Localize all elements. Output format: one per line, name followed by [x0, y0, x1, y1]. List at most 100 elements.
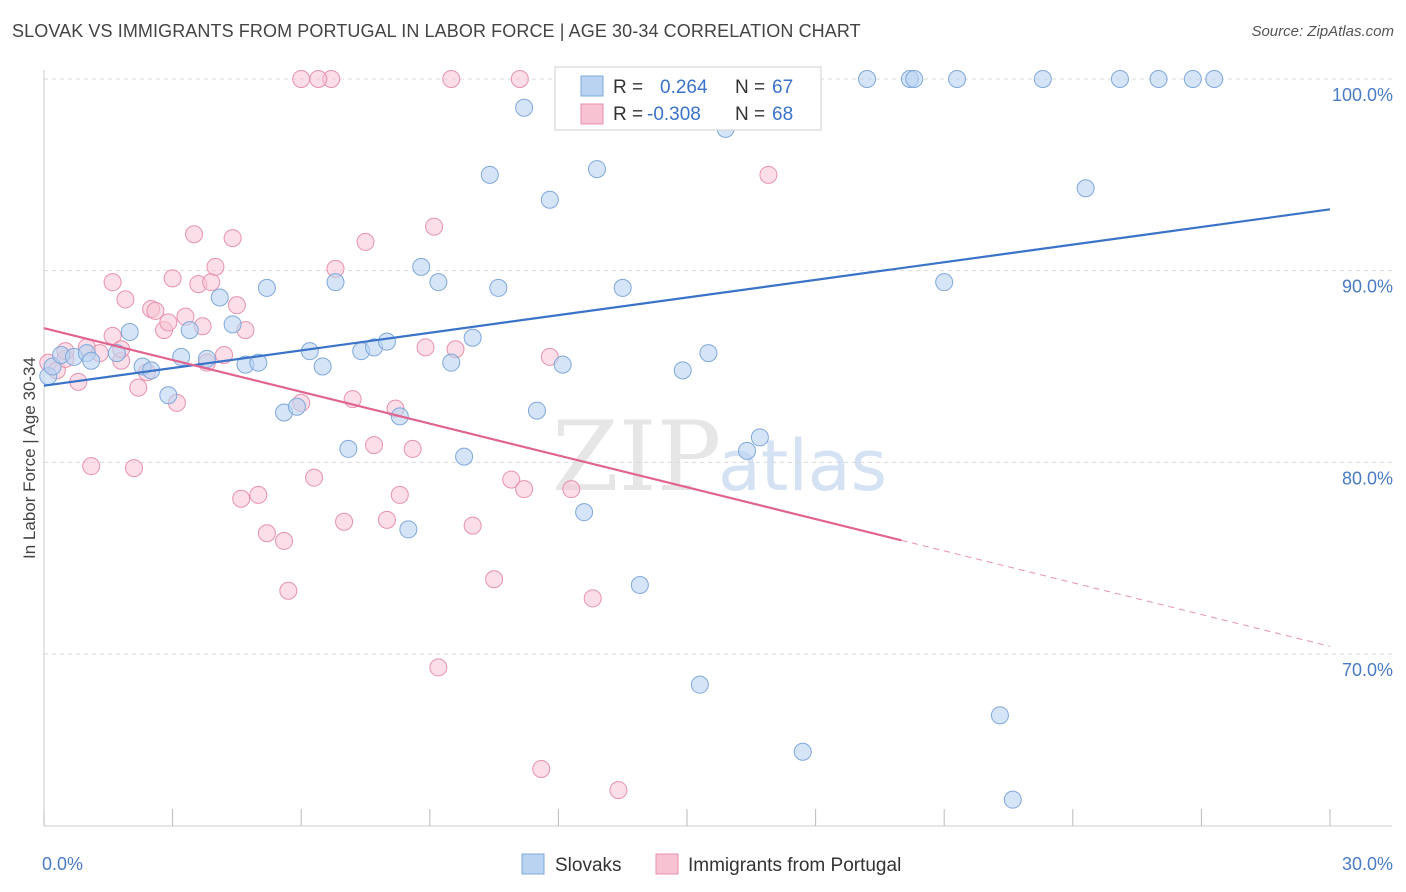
portugal-point-49 [429, 658, 448, 677]
portugal-point-43 [377, 510, 396, 529]
legend-n-value-slovaks: 67 [772, 77, 793, 98]
slovaks-point-36 [489, 278, 508, 297]
y-tick-label-1: 80.0% [1342, 468, 1393, 488]
portugal-point-20 [185, 225, 204, 244]
portugal-point-57 [562, 480, 581, 499]
portugal-point-45 [390, 485, 409, 504]
portugal-point-60 [759, 165, 778, 184]
slovaks-point-6 [107, 344, 126, 363]
portugal-point-31 [249, 485, 268, 504]
portugal-point-61 [292, 70, 311, 88]
portugal-point-9 [116, 290, 135, 309]
portugal-point-54 [515, 480, 534, 499]
portugal-point-42 [365, 436, 384, 455]
y-tick-label-3: 100.0% [1332, 85, 1393, 105]
portugal-point-63 [510, 70, 529, 88]
portugal-point-24 [206, 257, 225, 276]
portugal-point-26 [223, 229, 242, 248]
slovaks-point-43 [613, 278, 632, 297]
y-tick-labels: 70.0% 80.0% 90.0% 100.0% [1332, 85, 1393, 680]
slovaks-point-5 [82, 351, 101, 370]
trend-line-portugal-extension [901, 539, 1331, 647]
slovaks-point-24 [339, 439, 358, 458]
portugal-point-55 [532, 760, 551, 778]
slovaks-point-42 [587, 160, 606, 179]
slovaks-point-62 [1149, 70, 1168, 88]
slovaks-point-17 [249, 353, 268, 372]
slovaks-point-60 [1076, 179, 1095, 198]
slovaks-point-10 [159, 386, 178, 405]
portugal-point-32 [257, 524, 276, 543]
x-tick-labels: 0.0% 30.0% [42, 854, 1393, 874]
slovaks-point-41 [575, 503, 594, 522]
watermark-atlas: atlas [718, 425, 887, 507]
slovaks-point-23 [326, 273, 345, 292]
legend-swatch-portugal [580, 103, 604, 125]
x-tick-label-0: 0.0% [42, 854, 83, 874]
portugal-point-53 [502, 470, 521, 489]
slovaks-point-63 [1183, 70, 1202, 88]
y-axis-label: In Labor Force | Age 30-34 [20, 357, 39, 559]
trend-lines [43, 208, 1331, 647]
slovaks-point-51 [793, 742, 812, 761]
portugal-point-51 [463, 516, 482, 535]
source-credit: Source: ZipAtlas.com [1251, 23, 1394, 40]
slovaks-point-46 [690, 675, 709, 694]
portugal-point-25 [215, 346, 234, 364]
slovaks-point-12 [180, 321, 199, 340]
bottom-legend-swatch-slovaks [521, 853, 545, 875]
portugal-point-47 [416, 338, 435, 357]
legend-r-value-slovaks: 0.264 [660, 77, 708, 98]
trend-line-portugal [43, 327, 902, 542]
portugal-point-27 [227, 296, 246, 315]
portugal-point-41 [356, 232, 375, 251]
portugal-point-62 [309, 70, 328, 88]
slovaks-point-33 [455, 447, 474, 466]
slovaks-point-15 [223, 315, 242, 334]
slovaks-point-52 [858, 70, 877, 88]
legend-n-value-portugal: 68 [772, 104, 793, 125]
axes [43, 70, 1392, 827]
slovaks-point-64 [1205, 70, 1224, 88]
portugal-point-58 [583, 589, 602, 608]
portugal-point-59 [609, 781, 628, 800]
chart-title: SLOVAK VS IMMIGRANTS FROM PORTUGAL IN LA… [12, 21, 861, 41]
portugal-point-16 [159, 313, 178, 332]
slovaks-point-34 [463, 328, 482, 347]
slovaks-point-38 [527, 401, 546, 420]
portugal-point-36 [305, 468, 324, 487]
slovaks-point-27 [377, 332, 396, 351]
slovaks-point-14 [210, 288, 229, 307]
slovaks-point-44 [630, 576, 649, 594]
legend-n-label-slovaks: N = [735, 77, 765, 98]
trend-line-slovaks [43, 208, 1331, 387]
slovaks-point-61 [1110, 70, 1129, 88]
bottom-legend-label-slovaks: Slovaks [555, 855, 622, 876]
slovaks-point-54 [905, 70, 924, 88]
slovaks-point-39 [540, 190, 559, 209]
slovaks-point-32 [442, 353, 461, 372]
legend-box: R = 0.264 N = 67 R = -0.308 N = 68 [554, 66, 822, 131]
bottom-legend: Slovaks Immigrants from Portugal [521, 853, 901, 876]
slovaks-point-35 [480, 165, 499, 184]
portugal-point-52 [485, 570, 504, 589]
slovaks-point-18 [257, 278, 276, 297]
watermark-zip: ZIP [552, 401, 721, 513]
y-tick-label-0: 70.0% [1342, 660, 1393, 680]
portugal-point-64 [442, 70, 461, 88]
portugal-point-23 [202, 273, 221, 292]
portugal-point-17 [163, 269, 182, 288]
slovaks-point-20 [287, 397, 306, 416]
portugal-point-28 [232, 489, 251, 508]
portugal-point-10 [103, 273, 122, 292]
slovaks-point-56 [935, 273, 954, 292]
portugal-point-39 [335, 512, 354, 531]
portugal-point-30 [125, 459, 144, 478]
x-tick-label-1: 30.0% [1342, 854, 1393, 874]
legend-r-label-slovaks: R = [613, 77, 643, 98]
slovaks-point-21 [300, 342, 319, 361]
portugal-point-34 [279, 581, 298, 600]
slovaks-point-40 [553, 355, 572, 374]
bottom-legend-swatch-portugal [655, 853, 679, 875]
